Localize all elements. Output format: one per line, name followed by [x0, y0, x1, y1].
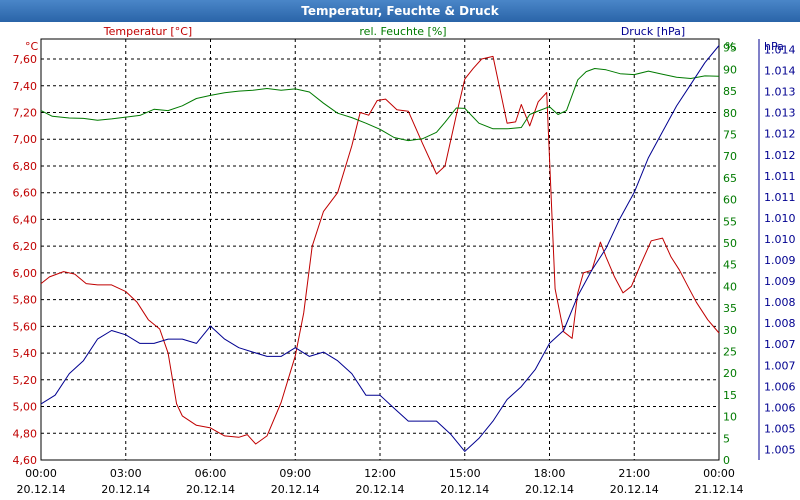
- humidity-tick-label: 35: [723, 302, 737, 315]
- temperature-series-line: [40, 55, 720, 445]
- temperature-series-label: Temperatur [°C]: [103, 25, 192, 38]
- humidity-tick-label: 80: [723, 107, 737, 120]
- pressure-tick-label: 1.010: [764, 212, 796, 225]
- humidity-tick-label: 30: [723, 324, 737, 337]
- pressure-tick-label: 1.013: [764, 86, 796, 99]
- temperature-unit-label: °C: [25, 40, 39, 53]
- humidity-tick-label: 0: [723, 454, 730, 467]
- humidity-tick-label: 50: [723, 237, 737, 250]
- pressure-tick-label: 1.010: [764, 233, 796, 246]
- humidity-tick-label: 10: [723, 411, 737, 424]
- pressure-tick-label: 1.007: [764, 359, 796, 372]
- temperature-tick-label: 4,80: [13, 427, 38, 440]
- humidity-tick-label: 95: [723, 42, 737, 55]
- humidity-unit-label: %: [725, 40, 735, 53]
- x-tick-date: 21.12.14: [695, 483, 744, 496]
- pressure-tick-label: 1.006: [764, 401, 796, 414]
- humidity-tick-label: 45: [723, 259, 737, 272]
- x-tick-time: 15:00: [449, 467, 481, 480]
- x-tick-time: 12:00: [364, 467, 396, 480]
- humidity-tick-label: 40: [723, 280, 737, 293]
- x-tick-time: 00:00: [25, 467, 57, 480]
- x-tick-time: 09:00: [279, 467, 311, 480]
- x-tick-time: 00:00: [703, 467, 735, 480]
- humidity-series-line: [40, 68, 720, 142]
- pressure-tick-label: 1.014: [764, 44, 796, 57]
- temperature-tick-label: 5,40: [13, 347, 38, 360]
- humidity-tick-label: 15: [723, 389, 737, 402]
- pressure-tick-label: 1.013: [764, 107, 796, 120]
- humidity-tick-label: 20: [723, 367, 737, 380]
- pressure-tick-label: 1.012: [764, 149, 796, 162]
- pressure-series-line: [40, 45, 720, 452]
- temperature-tick-label: 6,20: [13, 240, 38, 253]
- temperature-tick-label: 5,20: [13, 374, 38, 387]
- humidity-series-label: rel. Feuchte [%]: [359, 25, 446, 38]
- pressure-tick-label: 1.012: [764, 128, 796, 141]
- pressure-tick-label: 1.008: [764, 296, 796, 309]
- x-tick-date: 20.12.14: [186, 483, 235, 496]
- plot-frame: [40, 38, 720, 461]
- pressure-tick-label: 1.006: [764, 380, 796, 393]
- x-tick-date: 20.12.14: [17, 483, 66, 496]
- x-tick-time: 03:00: [110, 467, 142, 480]
- window-title: Temperatur, Feuchte & Druck: [0, 0, 800, 22]
- pressure-unit-label: hPa: [764, 40, 784, 53]
- grid: [41, 39, 719, 460]
- temperature-tick-label: 6,80: [13, 160, 38, 173]
- temperature-tick-label: 6,00: [13, 267, 38, 280]
- humidity-tick-label: 85: [723, 85, 737, 98]
- temperature-tick-label: 5,80: [13, 294, 38, 307]
- temperature-tick-label: 7,60: [13, 53, 38, 66]
- pressure-tick-label: 1.007: [764, 338, 796, 351]
- x-tick-date: 20.12.14: [610, 483, 659, 496]
- x-tick-date: 20.12.14: [356, 483, 405, 496]
- pressure-tick-label: 1.009: [764, 254, 796, 267]
- tick-labels: 00:00 20.12.14 03:00 20.12.14 06:00 20.12.14 0…: [13, 25, 796, 496]
- humidity-tick-label: 75: [723, 128, 737, 141]
- axes: [40, 38, 760, 461]
- x-tick-time: 18:00: [534, 467, 566, 480]
- temperature-tick-label: 7,00: [13, 133, 38, 146]
- pressure-tick-label: 1.008: [764, 317, 796, 330]
- chart-svg: 00:00 20.12.14 03:00 20.12.14 06:00 20.12.14 0…: [13, 25, 796, 496]
- temperature-tick-label: 6,40: [13, 213, 38, 226]
- temperature-tick-label: 7,40: [13, 80, 38, 93]
- humidity-tick-label: 55: [723, 215, 737, 228]
- humidity-tick-label: 65: [723, 172, 737, 185]
- humidity-tick-label: 70: [723, 150, 737, 163]
- series-lines: [40, 45, 720, 452]
- pressure-series-label: Druck [hPa]: [621, 25, 685, 38]
- pressure-tick-label: 1.009: [764, 275, 796, 288]
- pressure-tick-label: 1.005: [764, 422, 796, 435]
- humidity-tick-label: 60: [723, 194, 737, 207]
- temperature-tick-label: 4,60: [13, 454, 38, 467]
- temperature-tick-label: 5,60: [13, 320, 38, 333]
- temperature-tick-label: 7,20: [13, 107, 38, 120]
- x-tick-date: 20.12.14: [101, 483, 150, 496]
- pressure-tick-label: 1.011: [764, 191, 796, 204]
- humidity-tick-label: 25: [723, 345, 737, 358]
- humidity-tick-label: 5: [723, 432, 730, 445]
- x-tick-time: 06:00: [195, 467, 227, 480]
- x-tick-date: 20.12.14: [440, 483, 489, 496]
- pressure-tick-label: 1.014: [764, 65, 796, 78]
- temperature-tick-label: 5,00: [13, 401, 38, 414]
- pressure-tick-label: 1.011: [764, 170, 796, 183]
- x-tick-date: 20.12.14: [525, 483, 574, 496]
- x-tick-time: 21:00: [618, 467, 650, 480]
- temperature-tick-label: 6,60: [13, 187, 38, 200]
- x-tick-date: 20.12.14: [271, 483, 320, 496]
- pressure-tick-label: 1.005: [764, 443, 796, 456]
- humidity-tick-label: 90: [723, 63, 737, 76]
